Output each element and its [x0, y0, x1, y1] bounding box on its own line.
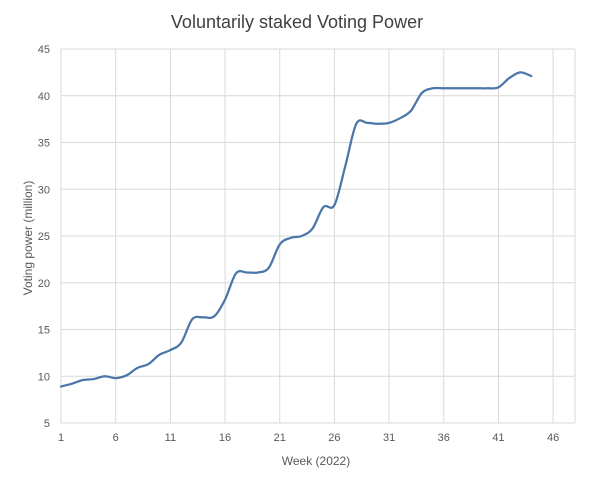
- y-tick-label: 10: [38, 371, 50, 383]
- data-point: [235, 272, 237, 274]
- data-point: [289, 237, 291, 239]
- data-point: [421, 92, 423, 94]
- data-point: [136, 367, 138, 369]
- data-point: [464, 87, 466, 89]
- data-point: [246, 271, 248, 273]
- data-point: [377, 123, 379, 125]
- data-point: [432, 87, 434, 89]
- x-tick-label: 6: [113, 432, 119, 444]
- x-tick-label: 31: [383, 432, 395, 444]
- data-point: [454, 87, 456, 89]
- gridlines: [60, 48, 576, 424]
- data-point: [125, 374, 127, 376]
- data-point: [191, 318, 193, 320]
- y-tick-label: 25: [38, 231, 50, 243]
- data-point: [224, 298, 226, 300]
- x-tick-label: 26: [328, 432, 340, 444]
- data-point: [60, 385, 62, 387]
- data-point: [497, 86, 499, 88]
- y-tick-label: 5: [44, 418, 50, 430]
- data-point: [311, 227, 313, 229]
- data-point: [169, 349, 171, 351]
- data-point: [519, 71, 521, 73]
- x-tick-label: 21: [274, 432, 286, 444]
- data-point: [114, 377, 116, 379]
- data-point: [147, 363, 149, 365]
- y-tick-label: 35: [38, 138, 50, 150]
- data-point: [202, 316, 204, 318]
- data-point: [279, 243, 281, 245]
- x-tick-label: 46: [547, 432, 559, 444]
- data-point: [333, 204, 335, 206]
- data-point: [300, 235, 302, 237]
- data-point: [344, 165, 346, 167]
- data-point: [366, 122, 368, 124]
- y-axis-ticks: 5 10 15 20 25 30 35 40 45: [38, 44, 50, 430]
- data-point: [443, 87, 445, 89]
- data-point: [475, 87, 477, 89]
- y-axis-title: Voting power (million): [21, 181, 35, 296]
- data-point: [104, 375, 106, 377]
- x-axis-title: Week (2022): [282, 454, 350, 468]
- x-tick-label: 1: [58, 432, 64, 444]
- y-tick-label: 15: [38, 325, 50, 337]
- data-point: [93, 378, 95, 380]
- x-axis-ticks: 1 6 11 16 21 26 31 36 41 46: [58, 432, 559, 444]
- x-tick-label: 41: [492, 432, 504, 444]
- data-point: [180, 341, 182, 343]
- series-line: [59, 71, 533, 388]
- y-tick-label: 30: [38, 184, 50, 196]
- data-point: [268, 267, 270, 269]
- x-tick-label: 36: [438, 432, 450, 444]
- data-point: [213, 315, 215, 317]
- data-point: [82, 379, 84, 381]
- data-point: [322, 206, 324, 208]
- x-tick-label: 16: [219, 432, 231, 444]
- y-tick-label: 20: [38, 278, 50, 290]
- data-point: [530, 75, 532, 77]
- data-point: [508, 77, 510, 79]
- data-point: [71, 383, 73, 385]
- y-tick-label: 45: [38, 44, 50, 56]
- data-point: [486, 87, 488, 89]
- data-point: [355, 123, 357, 125]
- data-point: [388, 122, 390, 124]
- data-points: [60, 71, 533, 388]
- data-point: [399, 117, 401, 119]
- data-point: [257, 271, 259, 273]
- data-point: [158, 354, 160, 356]
- chart-title: Voluntarily staked Voting Power: [171, 12, 423, 32]
- y-tick-label: 40: [38, 91, 50, 103]
- x-tick-label: 11: [165, 432, 176, 444]
- data-point: [410, 110, 412, 112]
